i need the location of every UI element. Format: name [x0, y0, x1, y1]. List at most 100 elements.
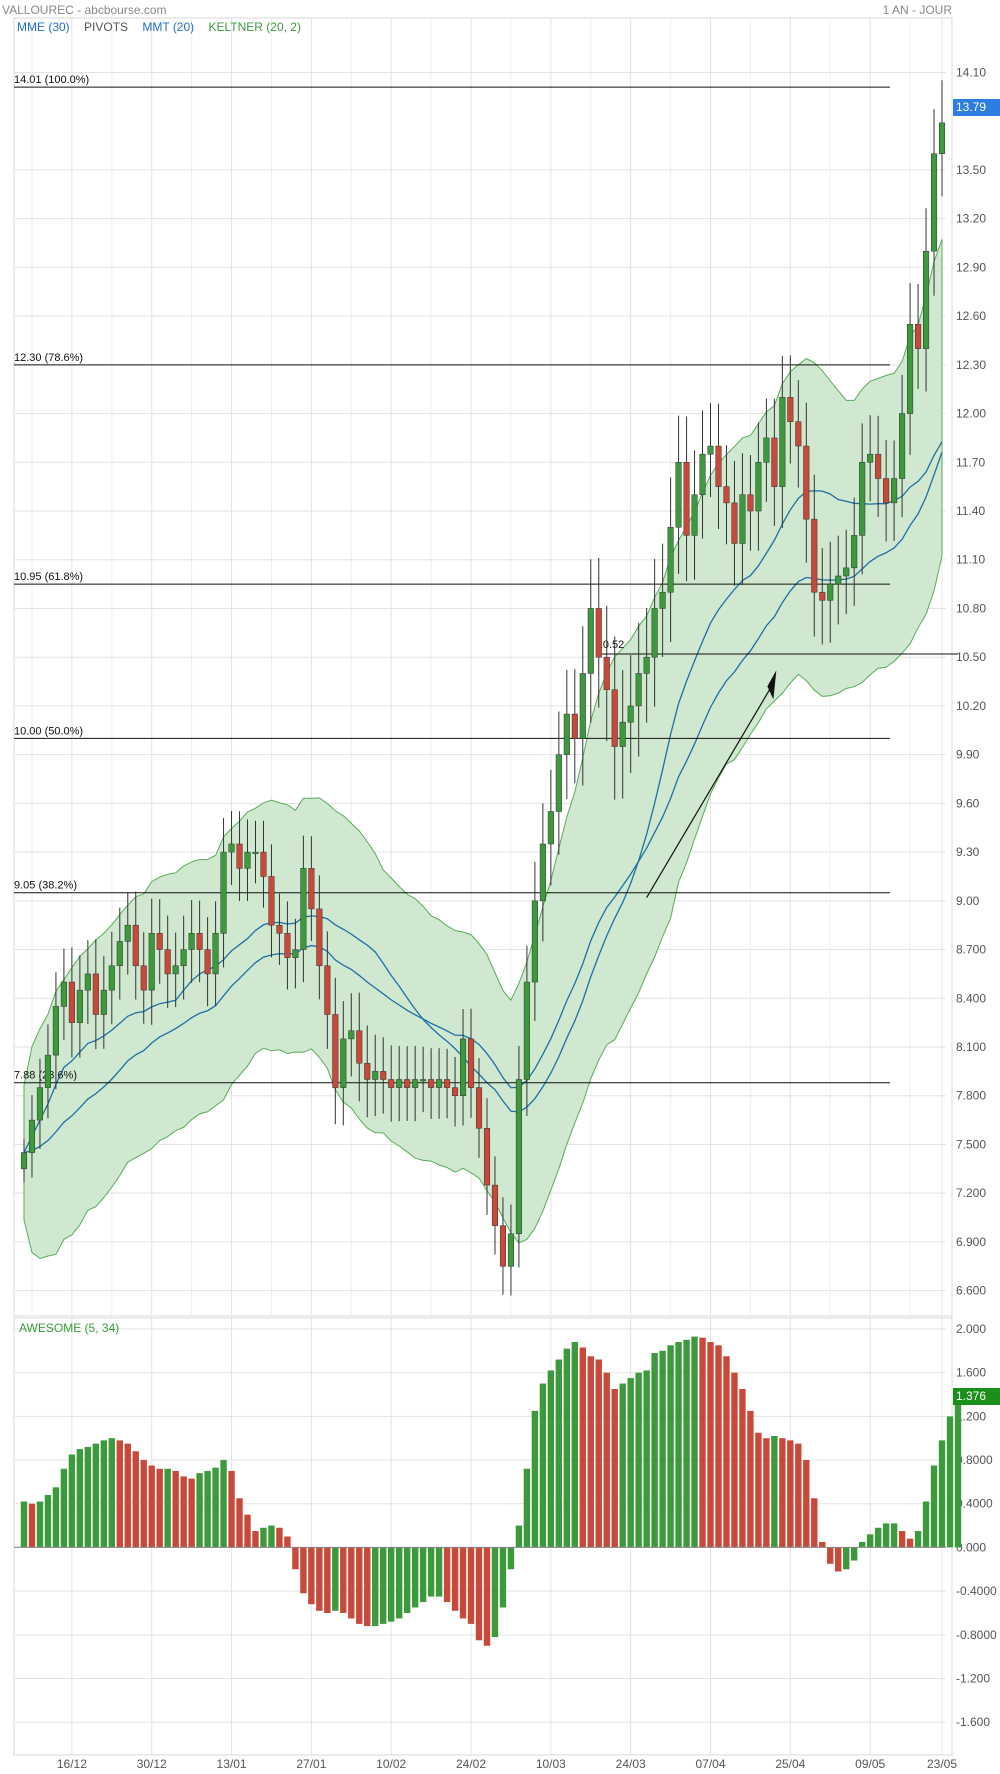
legend-keltner[interactable]: KELTNER (20, 2) [208, 20, 301, 34]
candle-body [100, 989, 107, 1015]
y-tick-label: 7.200 [956, 1186, 986, 1200]
candle-body [428, 1079, 435, 1088]
awesome-bar [292, 1547, 299, 1570]
legend-mmt[interactable]: MMT (20) [142, 20, 195, 34]
awesome-bar [52, 1487, 60, 1548]
awesome-bar [675, 1342, 682, 1548]
awesome-bars [20, 1336, 962, 1646]
candle-body [124, 924, 131, 942]
trend-arrow-head [767, 670, 777, 700]
candle-body [779, 397, 786, 487]
candle-body [76, 989, 83, 1023]
awesome-bar [116, 1440, 123, 1548]
candle-body [372, 1071, 379, 1080]
awesome-bar [946, 1416, 954, 1548]
awesome-bar [419, 1547, 427, 1603]
awesome-bar [683, 1339, 690, 1548]
awesome-bar [68, 1454, 76, 1548]
candle-body [204, 949, 211, 975]
fibonacci-label: 10.95 (61.8%) [14, 571, 83, 583]
awesome-bar [324, 1547, 331, 1613]
candle-body [356, 1030, 363, 1064]
candle-body [60, 981, 67, 1007]
candle-body [667, 527, 674, 593]
awesome-bar [92, 1443, 100, 1548]
candle-body [412, 1079, 419, 1088]
legend-pivots[interactable]: PIVOTS [84, 20, 129, 34]
y-tick-label: 12.30 [956, 358, 986, 372]
pivot-label: 10.52 [597, 639, 625, 651]
x-tick-label: 25/04 [775, 1757, 805, 1771]
x-tick-label: 24/03 [616, 1757, 646, 1771]
oscillator-tick-label: -1.600 [956, 1715, 990, 1729]
awesome-bar [827, 1547, 834, 1564]
x-tick-label: 23/05 [927, 1757, 957, 1771]
x-tick-label: 30/12 [137, 1757, 167, 1771]
candle-body [627, 705, 634, 723]
y-tick-label: 13.50 [956, 163, 986, 177]
candle-body [420, 1079, 427, 1082]
candle-body [819, 591, 826, 601]
oscillator-value-tag: 1.376 [953, 1388, 1000, 1405]
candle-body [811, 518, 818, 593]
candle-body [236, 843, 243, 869]
awesome-bar [659, 1350, 666, 1548]
y-tick-label: 12.60 [956, 309, 986, 323]
candle-body [148, 933, 155, 991]
candle-body [396, 1079, 403, 1088]
awesome-bar [499, 1547, 507, 1608]
awesome-bar [28, 1503, 36, 1548]
x-tick-label: 27/01 [296, 1757, 326, 1771]
awesome-bar [819, 1541, 826, 1548]
awesome-bar [372, 1547, 379, 1627]
x-tick-label: 13/01 [217, 1757, 247, 1771]
legend-mme[interactable]: MME (30) [17, 20, 70, 34]
candle-body [507, 1233, 514, 1267]
keltner-band [23, 239, 943, 1260]
candle-body [340, 1038, 347, 1088]
awesome-bar [36, 1501, 44, 1548]
candle-body [196, 933, 203, 950]
period-label[interactable]: 1 AN - JOUR [882, 3, 952, 17]
oscillator-title[interactable]: AWESOME (5, 34) [19, 1321, 120, 1335]
candle-body [891, 478, 898, 504]
awesome-bar [715, 1345, 722, 1548]
awesome-bar [388, 1547, 395, 1622]
candle-body [20, 1152, 28, 1170]
candle-body [643, 656, 650, 674]
awesome-bar [914, 1531, 922, 1548]
candle-body [499, 1225, 507, 1267]
oscillator-tick-label: 0.8000 [956, 1453, 993, 1467]
candle-body [292, 949, 299, 958]
candle-body [571, 713, 578, 739]
candle-body [316, 908, 323, 967]
candle-body [675, 462, 682, 528]
awesome-bar [803, 1460, 810, 1548]
candle-body [380, 1071, 387, 1080]
candle-body [452, 1087, 459, 1096]
candle-body [563, 713, 570, 755]
candle-body [404, 1079, 411, 1088]
awesome-bar [691, 1336, 698, 1548]
candle-body [212, 933, 219, 975]
oscillator-tick-label: 1.200 [956, 1409, 986, 1423]
candle-body [843, 567, 850, 577]
candle-body [52, 1006, 59, 1056]
candle-body [268, 876, 275, 926]
y-tick-label: 12.00 [956, 407, 986, 421]
awesome-bar [260, 1527, 267, 1548]
y-tick-label: 11.10 [956, 553, 985, 567]
awesome-bar [651, 1352, 658, 1548]
candle-body [308, 868, 315, 910]
indicator-legend: MME (30) PIVOTS MMT (20) KELTNER (20, 2) [17, 20, 312, 34]
candle-body [36, 1087, 44, 1121]
awesome-bar [164, 1468, 171, 1548]
awesome-bar [890, 1523, 898, 1548]
awesome-bar [124, 1443, 131, 1548]
awesome-bar [587, 1356, 594, 1548]
candle-body [444, 1079, 451, 1088]
candle-body [188, 933, 195, 950]
candle-body [491, 1184, 499, 1226]
oscillator-tick-label: -1.200 [956, 1672, 990, 1686]
candle-body [763, 437, 770, 463]
